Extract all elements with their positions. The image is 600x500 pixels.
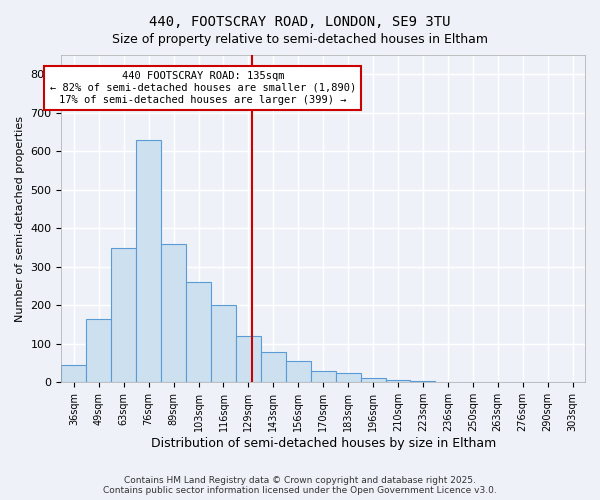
X-axis label: Distribution of semi-detached houses by size in Eltham: Distribution of semi-detached houses by …: [151, 437, 496, 450]
Bar: [86, 319, 111, 382]
Bar: [386, 380, 410, 382]
Bar: [236, 336, 261, 382]
Text: Size of property relative to semi-detached houses in Eltham: Size of property relative to semi-detach…: [112, 32, 488, 46]
Bar: [261, 352, 286, 382]
Bar: [286, 361, 311, 382]
Bar: [136, 140, 161, 382]
Bar: [335, 372, 361, 382]
Bar: [361, 378, 386, 382]
Bar: [111, 248, 136, 382]
Bar: [211, 306, 236, 382]
Text: 440, FOOTSCRAY ROAD, LONDON, SE9 3TU: 440, FOOTSCRAY ROAD, LONDON, SE9 3TU: [149, 15, 451, 29]
Text: Contains HM Land Registry data © Crown copyright and database right 2025.
Contai: Contains HM Land Registry data © Crown c…: [103, 476, 497, 495]
Bar: [186, 282, 211, 382]
Bar: [311, 371, 335, 382]
Bar: [61, 365, 86, 382]
Y-axis label: Number of semi-detached properties: Number of semi-detached properties: [15, 116, 25, 322]
Text: 440 FOOTSCRAY ROAD: 135sqm
← 82% of semi-detached houses are smaller (1,890)
17%: 440 FOOTSCRAY ROAD: 135sqm ← 82% of semi…: [50, 72, 356, 104]
Bar: [161, 244, 186, 382]
Bar: [410, 381, 436, 382]
